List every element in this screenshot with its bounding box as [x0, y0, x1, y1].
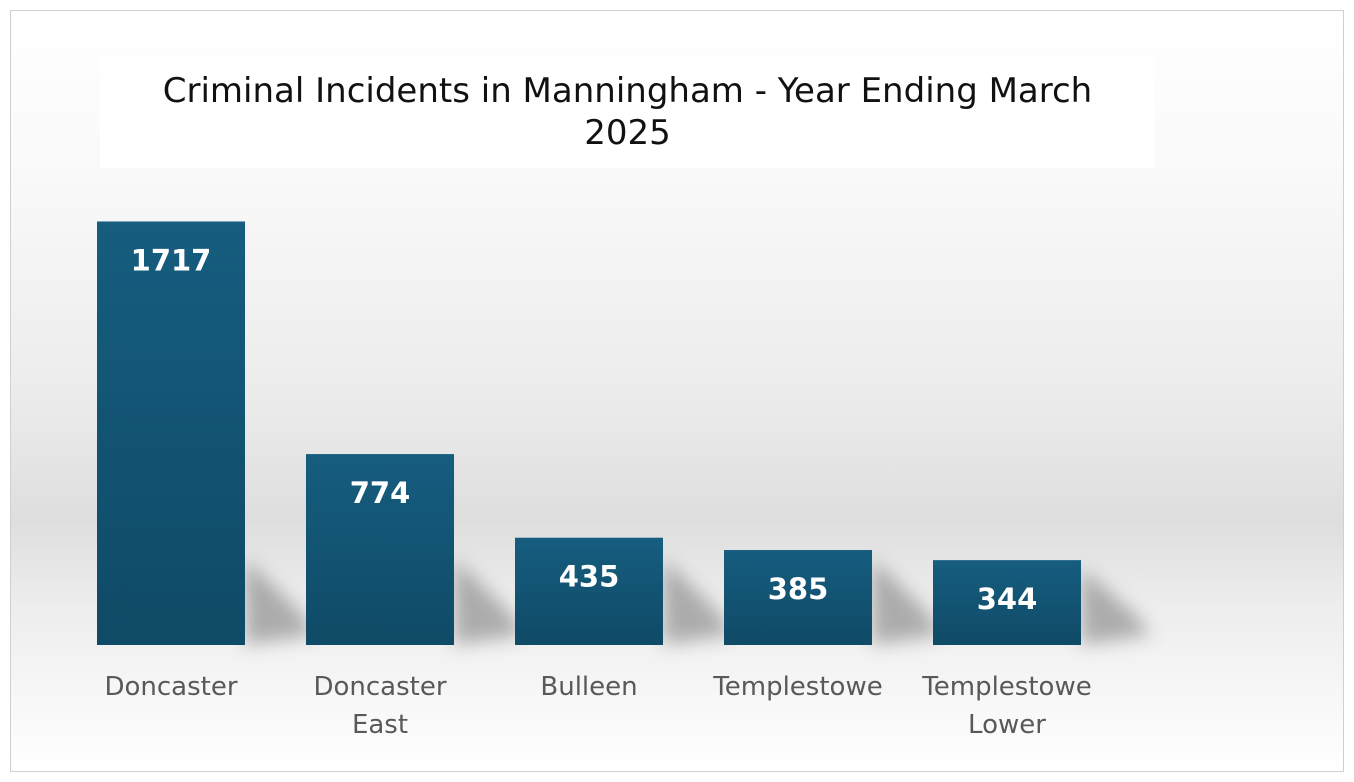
bar — [724, 550, 872, 645]
data-label: 385 — [768, 572, 829, 606]
category-label-line: Bulleen — [540, 672, 637, 702]
data-labels: 1717 774 435 385 344 — [131, 243, 1038, 616]
bar — [515, 537, 663, 645]
bar-plot: 1717 774 435 385 344 Doncaster Doncaster East B… — [97, 221, 1151, 740]
category-label-line: Templestowe — [712, 672, 882, 702]
data-label: 344 — [977, 582, 1038, 616]
bar-shadow — [872, 559, 942, 645]
bar-shadow — [454, 559, 524, 645]
category-label-line: Doncaster — [104, 672, 237, 702]
category-label-line: Lower — [968, 710, 1046, 740]
data-label: 435 — [559, 560, 620, 594]
bar-shadow — [663, 559, 733, 645]
category-labels: Doncaster Doncaster East Bulleen Templestowe… — [104, 672, 1091, 740]
category-label: Templestowe Lower — [921, 672, 1091, 740]
bar — [97, 221, 245, 645]
chart-title: Criminal Incidents in Manningham - Year … — [162, 71, 1093, 153]
data-label: 774 — [350, 476, 411, 510]
bar — [306, 454, 454, 645]
category-label: Bulleen — [540, 672, 637, 702]
chart-title-box: Criminal Incidents in Manningham - Year … — [100, 56, 1155, 168]
bar-shadows — [245, 559, 1151, 645]
category-label-line: Doncaster — [313, 672, 446, 702]
category-label-line: East — [352, 710, 408, 740]
category-label: Doncaster — [104, 672, 237, 702]
data-label: 1717 — [131, 243, 212, 277]
chart-area: Criminal Incidents in Manningham - Year … — [10, 10, 1344, 772]
category-label-line: Templestowe — [921, 672, 1091, 702]
bar-shadow — [1081, 568, 1151, 645]
category-label: Templestowe — [712, 672, 882, 702]
bar-shadow — [245, 559, 315, 645]
category-label: Doncaster East — [313, 672, 446, 740]
bar — [933, 560, 1081, 645]
bars — [97, 221, 1081, 645]
